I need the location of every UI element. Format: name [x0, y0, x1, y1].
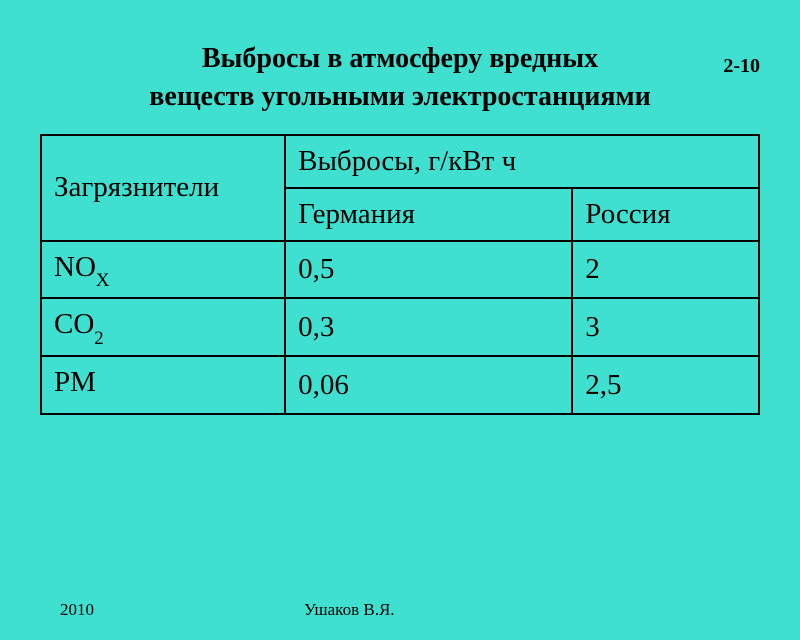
header-pollutants: Загрязнители — [41, 135, 285, 241]
pollutant-cell: CO2 — [41, 298, 285, 356]
table-row: CO2 0,3 3 — [41, 298, 759, 356]
pollutant-sub: 2 — [94, 328, 103, 349]
pollutant-base: PM — [54, 366, 96, 398]
germany-cell: 0,5 — [285, 241, 572, 299]
germany-cell: 0,06 — [285, 356, 572, 414]
emissions-table-wrapper: Загрязнители Выбросы, г/кВт ч Германия Р… — [40, 134, 760, 415]
russia-cell: 3 — [572, 298, 759, 356]
russia-cell: 2 — [572, 241, 759, 299]
header-emissions: Выбросы, г/кВт ч — [285, 135, 759, 188]
title-line-2: веществ угольными электростанциями — [149, 81, 650, 112]
germany-cell: 0,3 — [285, 298, 572, 356]
table-row: NOX 0,5 2 — [41, 241, 759, 299]
footer: 2010 Ушаков В.Я. — [0, 600, 800, 620]
russia-cell: 2,5 — [572, 356, 759, 414]
page-title: Выбросы в атмосферу вредных веществ угол… — [0, 40, 800, 116]
footer-author: Ушаков В.Я. — [304, 600, 395, 620]
pollutant-cell: NOX — [41, 241, 285, 299]
header-germany: Германия — [285, 188, 572, 241]
table-header-row-1: Загрязнители Выбросы, г/кВт ч — [41, 135, 759, 188]
pollutant-cell: PM — [41, 356, 285, 414]
pollutant-base: CO — [54, 308, 94, 340]
footer-year: 2010 — [60, 600, 94, 620]
title-line-1: Выбросы в атмосферу вредных — [202, 43, 598, 74]
pollutant-sub: X — [96, 270, 110, 291]
page-number: 2-10 — [723, 55, 760, 78]
header-russia: Россия — [572, 188, 759, 241]
pollutant-base: NO — [54, 251, 96, 283]
table-row: PM 0,06 2,5 — [41, 356, 759, 414]
emissions-table: Загрязнители Выбросы, г/кВт ч Германия Р… — [40, 134, 760, 415]
